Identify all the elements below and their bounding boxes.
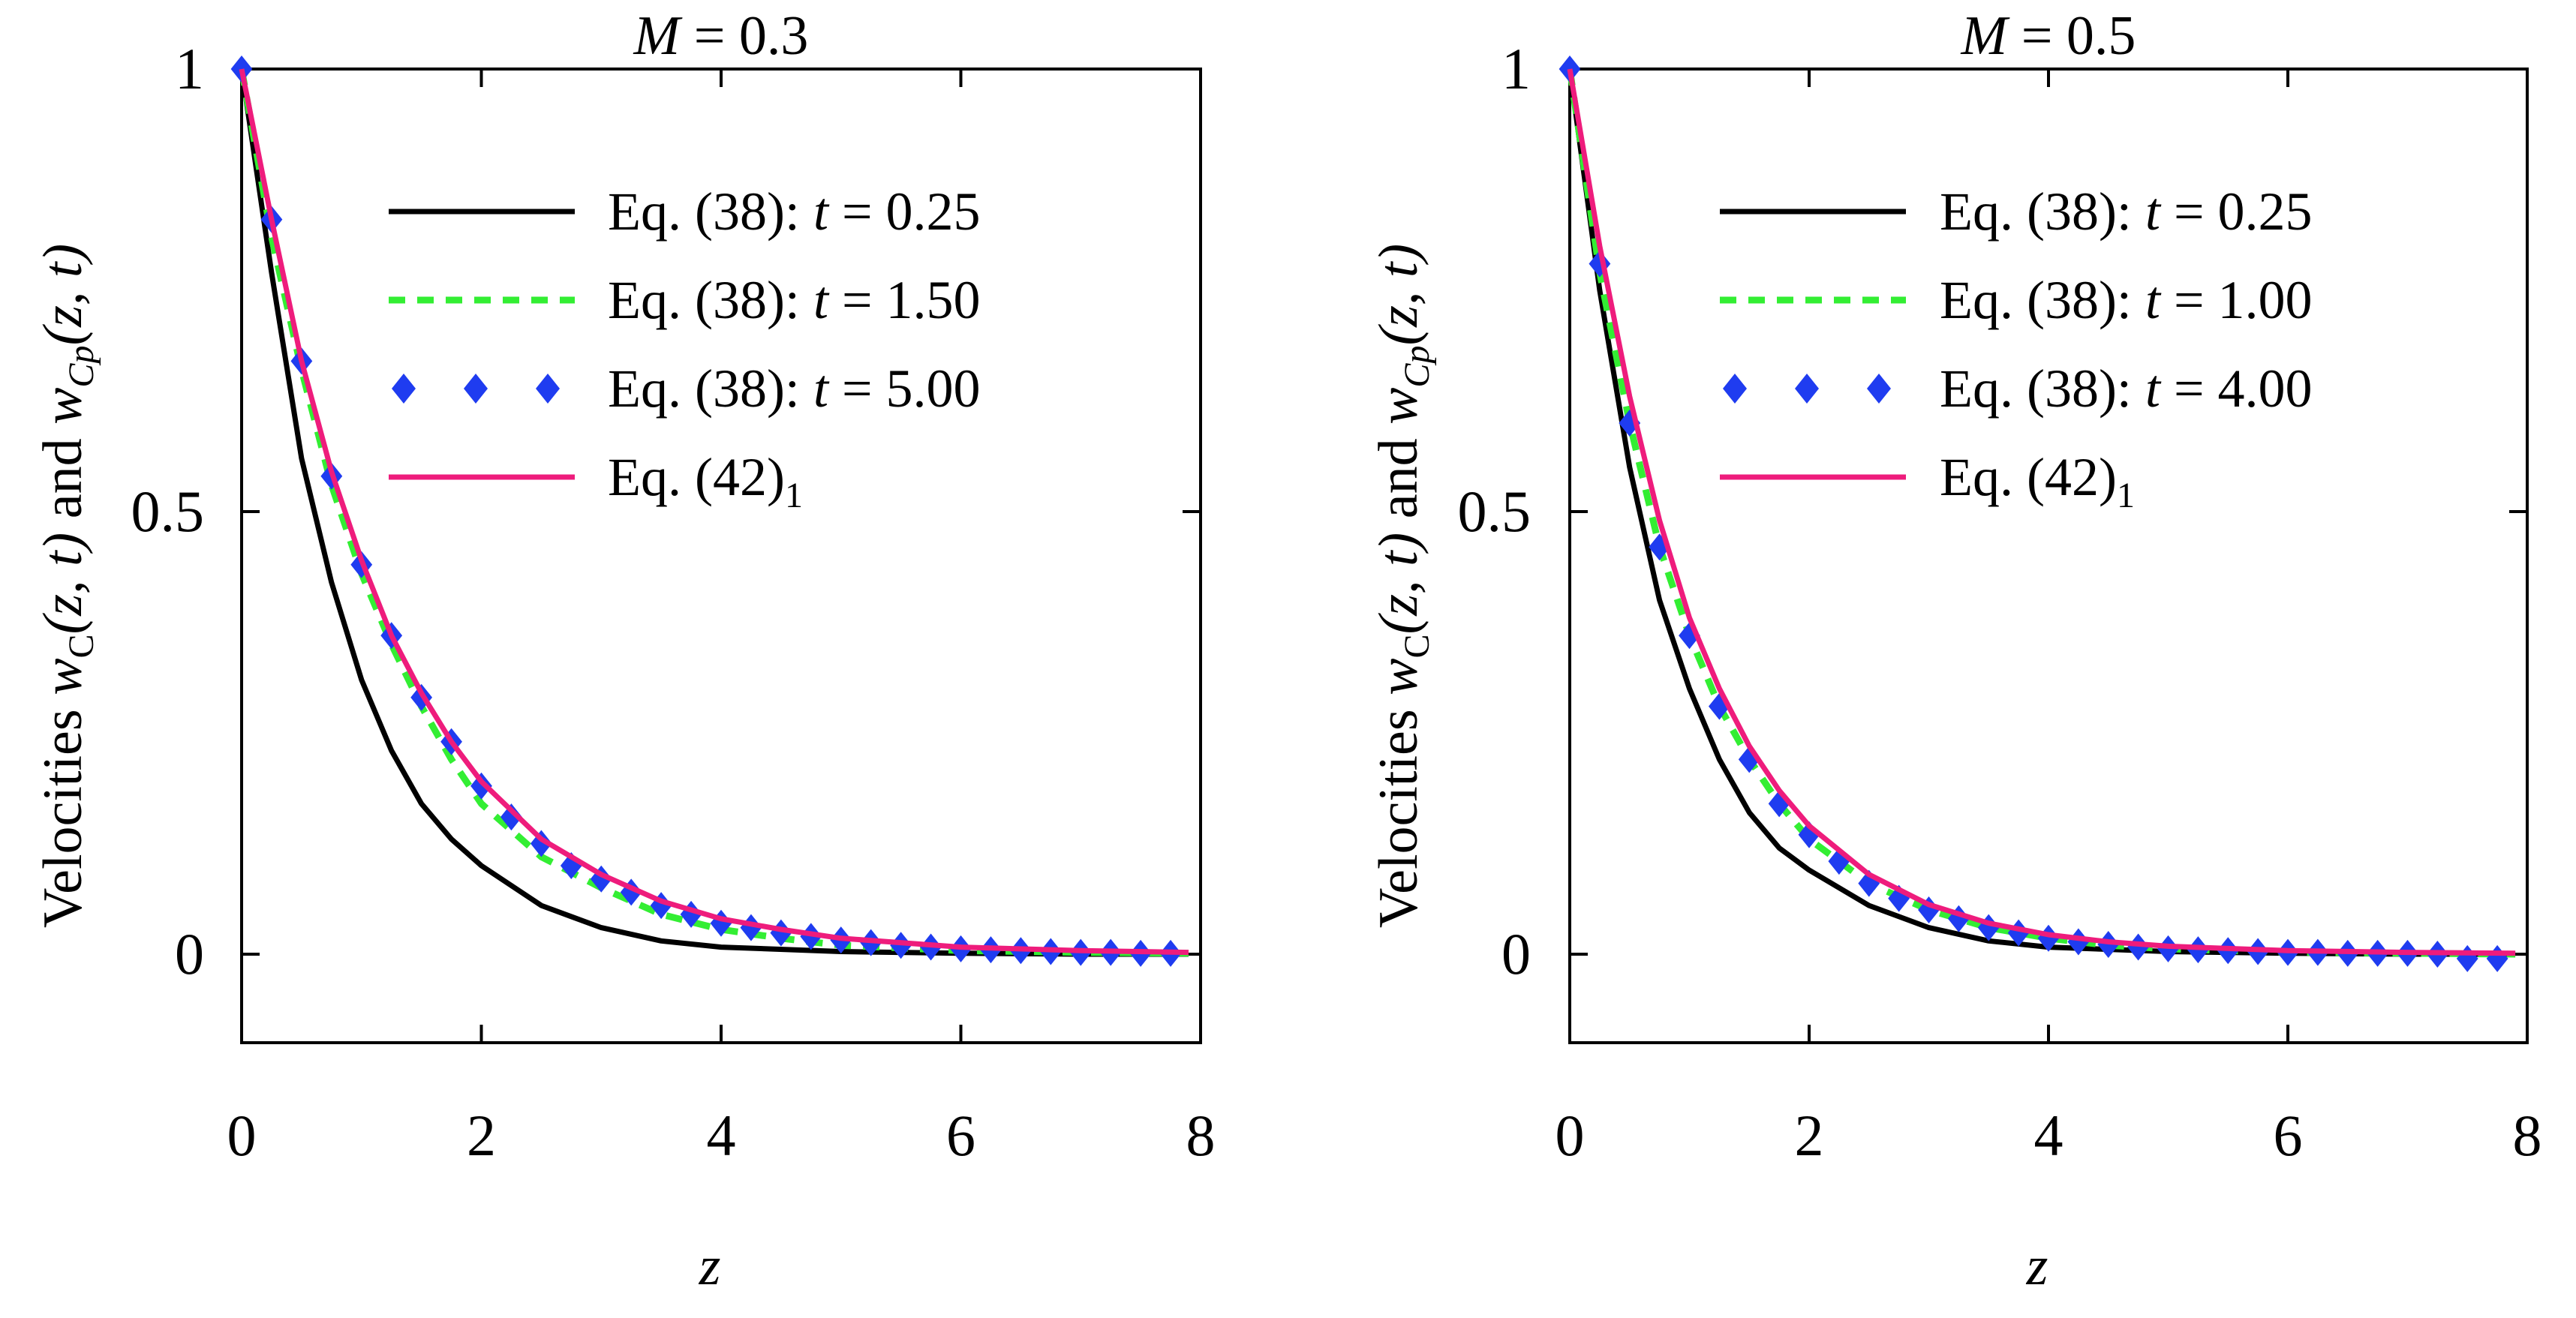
x-tick-label: 0 [1556,1103,1585,1168]
data-point [2067,928,2090,956]
x-axis-label: z [2026,1235,2048,1297]
legend-label: Eq. (38): t = 4.00 [1940,359,2313,419]
x-tick-label: 2 [1795,1103,1824,1168]
legend-marker [464,374,488,404]
x-tick-label: 4 [2034,1103,2064,1168]
series-line [239,68,1189,957]
legend: Eq. (38): t = 0.25 Eq. (38): t = 1.50 Eq. … [389,182,981,515]
x-tick-label: 4 [707,1103,736,1168]
x-tick-label: 8 [1186,1103,1216,1168]
data-point [2097,931,2120,959]
legend-label: Eq. (42)1 [608,447,803,515]
y-tick-label: 1 [175,36,204,101]
y-tick-label: 0.5 [131,479,205,544]
chart-panel-1: M = 0.3 0 2 4 6 8 0 0.5 1 z Velocities wC(z, t) an… [32,5,1216,1297]
legend: Eq. (38): t = 0.25 Eq. (38): t = 1.00 Eq. … [1720,182,2313,515]
data-point [2127,933,2150,961]
chart-title: M = 0.5 [1961,5,2136,67]
x-tick-label: 2 [467,1103,496,1168]
legend-label: Eq. (38): t = 1.50 [608,270,981,330]
series-line [238,68,1189,957]
series-line [1566,68,2516,958]
x-axis-label: z [699,1235,721,1297]
chart-panel-2: M = 0.5 0 2 4 6 8 0 0.5 1 z Velocities wC(z, t) an… [1368,5,2542,1297]
series-4 [239,68,1189,956]
legend-label: Eq. (38): t = 0.25 [1940,182,2313,242]
y-tick-label: 0 [1501,921,1531,986]
x-tick-label: 6 [946,1103,975,1168]
x-tick-label: 8 [2513,1103,2542,1168]
legend-label: Eq. (38): t = 1.00 [1940,270,2313,330]
y-tick-label: 1 [1501,36,1531,101]
x-tick-label: 0 [227,1103,257,1168]
series-4 [1567,68,2516,956]
legend-label: Eq. (42)1 [1940,447,2135,515]
data-point [2157,935,2179,962]
data-point [500,803,522,831]
data-point [2456,944,2478,972]
data-point [470,772,492,800]
legend-marker [1795,374,1819,404]
x-tick-label: 6 [2274,1103,2303,1168]
y-tick-label: 0 [175,921,204,986]
y-axis-label: Velocities wC(z, t) and wCp(z, t) [32,244,101,928]
legend-marker [392,374,416,404]
legend-label: Eq. (38): t = 0.25 [608,182,981,242]
series-2 [238,68,1189,957]
legend-marker [1723,374,1747,404]
legend-marker [536,374,560,404]
series-line [239,68,1189,956]
y-axis-label: Velocities wC(z, t) and wCp(z, t) [1368,244,1437,928]
data-point [2486,944,2508,972]
y-tick-label: 0.5 [1458,479,1531,544]
series-1 [239,68,1189,957]
series-2 [1566,68,2516,958]
legend-label: Eq. (38): t = 5.00 [608,359,981,419]
chart-title: M = 0.3 [633,5,809,67]
legend-marker [1867,374,1891,404]
series-line [1567,68,2516,956]
